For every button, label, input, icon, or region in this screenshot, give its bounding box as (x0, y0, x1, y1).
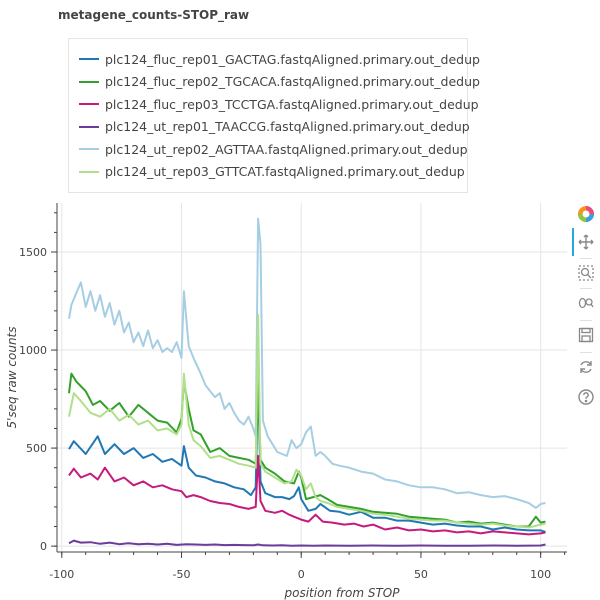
toolbar-separator (580, 320, 592, 321)
y-tick-label: 1000 (19, 344, 47, 357)
series-line-3 (68, 454, 546, 536)
active-tool-indicator (572, 228, 574, 256)
series-line-4 (68, 539, 546, 547)
x-tick-label: 100 (530, 568, 551, 581)
legend-item[interactable]: plc124_fluc_rep01_GACTAG.fastqAligned.pr… (79, 49, 480, 69)
x-tick-label: -50 (173, 568, 191, 581)
chart-title: metagene_counts-STOP_raw (58, 8, 250, 22)
x-tick-label: -100 (49, 568, 74, 581)
y-tick-label: 1500 (19, 246, 47, 259)
y-tick-label: 500 (26, 442, 47, 455)
legend-item[interactable]: plc124_fluc_rep02_TGCACA.fastqAligned.pr… (79, 72, 480, 92)
series-line-6 (68, 313, 546, 529)
legend-item[interactable]: plc124_ut_rep01_TAACCG.fastqAligned.prim… (79, 117, 470, 137)
legend-swatch (79, 58, 99, 60)
legend-swatch (79, 148, 99, 150)
toolbar-separator (580, 258, 592, 259)
toolbar (572, 200, 600, 420)
legend-item[interactable]: plc124_ut_rep02_AGTTAA.fastqAligned.prim… (79, 139, 468, 159)
x-axis-label: position from STOP (284, 586, 401, 600)
series-line-1 (68, 376, 546, 533)
series-line-2 (68, 372, 546, 528)
legend-label: plc124_ut_rep03_GTTCAT.fastqAligned.prim… (105, 164, 465, 179)
toolbar-separator (580, 288, 592, 289)
legend-label: plc124_ut_rep02_AGTTAA.fastqAligned.prim… (105, 141, 468, 157)
legend[interactable]: plc124_fluc_rep01_GACTAG.fastqAligned.pr… (68, 38, 480, 193)
legend-item[interactable]: plc124_ut_rep03_GTTCAT.fastqAligned.prim… (79, 162, 465, 182)
wheel-zoom-tool-icon[interactable] (576, 293, 596, 313)
legend-label: plc124_fluc_rep01_GACTAG.fastqAligned.pr… (105, 51, 480, 67)
legend-label: plc124_fluc_rep02_TGCACA.fastqAligned.pr… (105, 74, 480, 89)
y-tick-label: 0 (40, 540, 47, 553)
legend-swatch (79, 170, 99, 173)
y-axis-label: 5'seq raw counts (5, 326, 19, 428)
help-tool-icon[interactable] (576, 387, 596, 407)
save-tool-icon[interactable] (576, 325, 596, 345)
box-zoom-tool-icon[interactable] (576, 263, 596, 283)
legend-swatch (79, 103, 99, 105)
legend-item[interactable]: plc124_fluc_rep03_TCCTGA.fastqAligned.pr… (79, 94, 479, 114)
x-tick-label: 0 (298, 568, 305, 581)
pan-tool-icon[interactable] (576, 232, 596, 252)
legend-label: plc124_ut_rep01_TAACCG.fastqAligned.prim… (105, 119, 470, 134)
toolbar-separator (580, 352, 592, 353)
bokeh-logo-icon[interactable] (576, 204, 596, 224)
series-line-5 (68, 217, 546, 509)
x-tick-label: 50 (414, 568, 428, 581)
legend-label: plc124_fluc_rep03_TCCTGA.fastqAligned.pr… (105, 96, 479, 112)
reset-tool-icon[interactable] (576, 357, 596, 377)
legend-swatch (79, 125, 99, 128)
legend-swatch (79, 80, 99, 83)
